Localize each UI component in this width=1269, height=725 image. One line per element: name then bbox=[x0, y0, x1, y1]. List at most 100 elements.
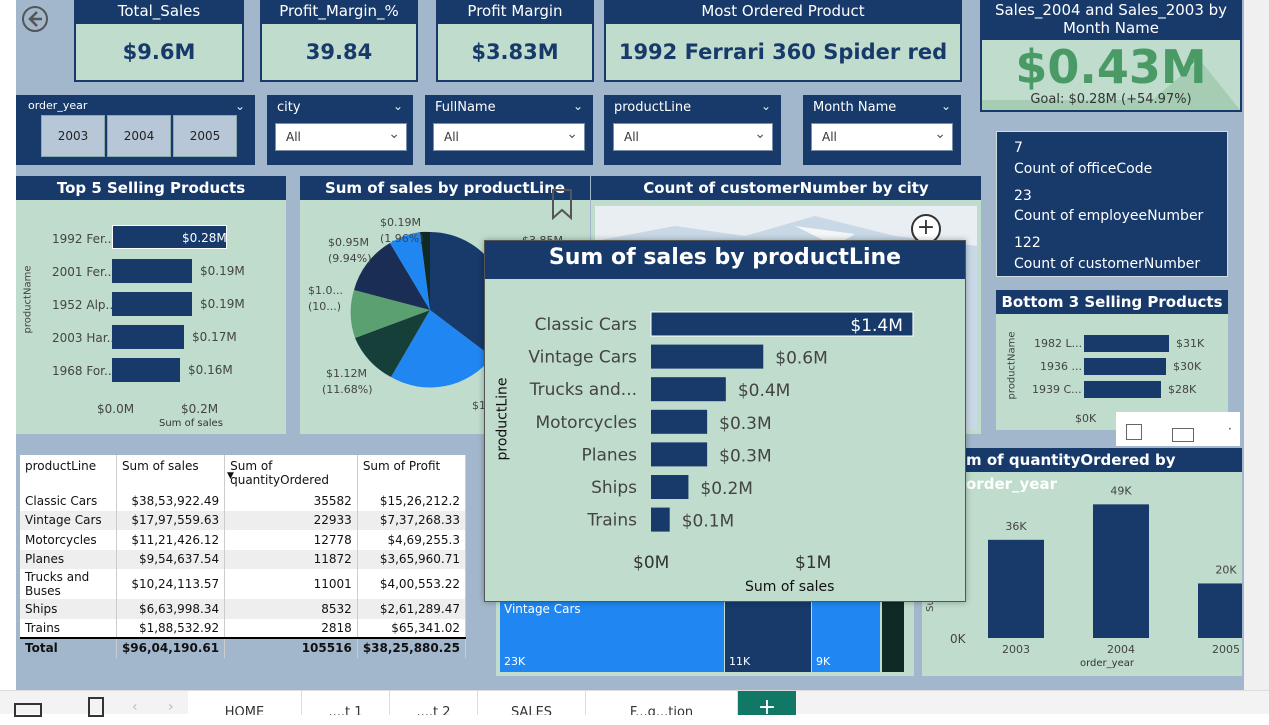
tab-segmentation[interactable]: F...g...tion bbox=[586, 691, 738, 715]
qty-title: m of quantityOrdered by order_year bbox=[922, 448, 1242, 493]
table-row[interactable]: Classic Cars $38,53,922.49 35582 $15,26,212… bbox=[20, 491, 467, 511]
col-header-profit[interactable]: Sum of Profit bbox=[357, 455, 467, 491]
sort-desc-icon[interactable]: ▼ bbox=[227, 471, 234, 481]
bookmark-icon[interactable] bbox=[551, 188, 573, 224]
top5-bar-4[interactable] bbox=[112, 358, 180, 382]
popup-bar[interactable] bbox=[651, 507, 670, 532]
col-header-sales[interactable]: Sum of sales bbox=[116, 455, 226, 491]
qty-bar[interactable] bbox=[1198, 583, 1242, 638]
chevron-down-icon[interactable]: ⌄ bbox=[572, 99, 583, 113]
top5-tick-0: $0.0M bbox=[97, 402, 135, 416]
table-row[interactable]: Trucks and Buses $10,24,113.57 11001 $4,00,… bbox=[20, 569, 467, 599]
kpi-most-ordered-product: Most Ordered Product 1992 Ferrari 360 Sp… bbox=[604, 0, 962, 82]
top5-bar-3[interactable] bbox=[112, 325, 184, 349]
col-header-quantity[interactable]: Sum of quantityOrdered bbox=[224, 455, 358, 491]
tab-page-1[interactable]: ....t 1 bbox=[302, 691, 390, 715]
back-button[interactable] bbox=[20, 4, 50, 34]
top5-bar-2[interactable] bbox=[112, 292, 192, 316]
popup-title: Sum of sales by productLine bbox=[485, 241, 965, 279]
year-button-2003[interactable]: 2003 bbox=[41, 115, 105, 157]
fullname-dropdown[interactable]: All ⌄ bbox=[433, 123, 585, 151]
popup-bar[interactable] bbox=[651, 442, 708, 467]
map-title: Count of customerNumber by city bbox=[591, 176, 981, 200]
table-cell: Ships bbox=[20, 599, 117, 619]
plus-icon: + bbox=[757, 695, 777, 720]
dropdown-value: All bbox=[286, 130, 301, 144]
popup-bar[interactable] bbox=[651, 344, 764, 369]
qty-bar[interactable] bbox=[1093, 504, 1149, 638]
top5-bar-1[interactable] bbox=[112, 259, 192, 283]
table-cell: 8532 bbox=[224, 599, 358, 619]
treemap-tile-planes[interactable]: 9K bbox=[812, 598, 880, 672]
filter-icon[interactable] bbox=[1126, 424, 1142, 440]
month-dropdown[interactable]: All ⌄ bbox=[811, 123, 953, 151]
focus-mode-icon[interactable] bbox=[1172, 428, 1194, 442]
year-button-2005[interactable]: 2005 bbox=[173, 115, 237, 157]
qty-panel: m of quantityOrdered by order_year Su 0K… bbox=[922, 448, 1242, 676]
table-cell: 11001 bbox=[224, 569, 358, 599]
kpi-title: Total_Sales bbox=[117, 2, 201, 20]
top5-name-2: 1952 Alp... bbox=[52, 298, 117, 312]
tab-page-2[interactable]: ....t 2 bbox=[390, 691, 478, 715]
slicer-title: Month Name bbox=[813, 100, 897, 115]
year-button-2004[interactable]: 2004 bbox=[107, 115, 171, 157]
pie-slice-trucks bbox=[355, 310, 430, 377]
pie-label-planes-value: $0.95M bbox=[328, 236, 369, 249]
treemap-tile-other[interactable] bbox=[882, 598, 904, 672]
popup-chart[interactable]: Classic Cars $1.4M Vintage Cars $0.6M Trucks… bbox=[485, 279, 967, 601]
table-cell: $7,37,268.33 bbox=[357, 510, 467, 530]
popup-category-label: Ships bbox=[591, 478, 637, 498]
popup-bar[interactable] bbox=[650, 311, 914, 337]
popup-xlabel: Sum of sales bbox=[745, 579, 835, 595]
popup-bar[interactable] bbox=[651, 409, 708, 434]
tab-home[interactable]: HOME bbox=[188, 691, 302, 715]
next-page-icon[interactable]: › bbox=[168, 699, 174, 715]
bottom3-bar-0[interactable] bbox=[1084, 335, 1169, 352]
table-row[interactable]: Motorcycles $11,21,426.12 12778 $4,69,255.3 bbox=[20, 530, 467, 550]
slicer-title: productLine bbox=[614, 100, 692, 115]
chevron-down-icon[interactable]: ⌄ bbox=[760, 99, 771, 113]
pie-label-motorcycles-pct: (10...) bbox=[308, 300, 342, 313]
zoom-in-icon[interactable]: + bbox=[911, 214, 941, 244]
qty-bar[interactable] bbox=[988, 539, 1044, 638]
qty-chart[interactable]: 36K 2003 49K 2004 20K 2005 bbox=[922, 448, 1242, 676]
mobile-layout-icon[interactable] bbox=[88, 697, 104, 717]
table-cell: 12778 bbox=[224, 530, 358, 550]
tab-sales[interactable]: SALES bbox=[478, 691, 586, 715]
table-row[interactable]: Ships $6,63,998.34 8532 $2,61,289.47 bbox=[20, 599, 467, 619]
treemap-tile-vintage[interactable]: Vintage Cars 23K bbox=[500, 598, 724, 672]
bottom3-bar-2[interactable] bbox=[1084, 381, 1161, 398]
table-row[interactable]: Trains $1,88,532.92 2818 $65,341.02 bbox=[20, 618, 467, 638]
page-view-icon[interactable] bbox=[14, 703, 42, 717]
popup-bar[interactable] bbox=[651, 475, 689, 499]
right-scroll-gutter[interactable] bbox=[1244, 0, 1269, 690]
city-dropdown[interactable]: All ⌄ bbox=[275, 123, 407, 151]
popup-bar[interactable] bbox=[651, 377, 726, 402]
chevron-down-icon: ⌄ bbox=[388, 126, 400, 142]
top5-tick-1: $0.2M bbox=[181, 402, 219, 416]
chevron-down-icon[interactable]: ⌄ bbox=[392, 99, 403, 113]
pie-title: Sum of sales by productLine bbox=[300, 176, 590, 200]
chevron-down-icon[interactable]: ⌄ bbox=[234, 99, 245, 113]
table-row[interactable]: Planes $9,54,637.54 11872 $3,65,960.71 bbox=[20, 549, 467, 569]
more-options-icon[interactable]: · bbox=[1228, 422, 1232, 436]
bottom3-bar-1[interactable] bbox=[1084, 358, 1166, 375]
gauge-body: $0.43M ✓ Goal: $0.28M (+54.97%) bbox=[982, 40, 1240, 110]
productline-dropdown[interactable]: All ⌄ bbox=[613, 123, 773, 151]
table-cell: Planes bbox=[20, 549, 117, 569]
pie-label-ships-pct: (1.96%) bbox=[380, 232, 424, 245]
popup-tick-0: $0M bbox=[633, 553, 670, 573]
top5-bar-0[interactable] bbox=[112, 225, 227, 249]
kpi-total-sales: Total_Sales $9.6M bbox=[74, 0, 244, 82]
bottom3-name-0: 1982 L... bbox=[1034, 337, 1083, 350]
table-row[interactable]: Vintage Cars $17,97,559.63 22933 $7,37,268.… bbox=[20, 510, 467, 530]
prev-page-icon[interactable]: ‹ bbox=[132, 699, 138, 715]
kpi-profit-margin: Profit Margin $3.83M bbox=[436, 0, 594, 82]
bottom3-panel: Bottom 3 Selling Products productName 19… bbox=[996, 290, 1228, 430]
add-page-button[interactable]: + bbox=[738, 691, 796, 720]
table-cell: $6,63,998.34 bbox=[116, 599, 226, 619]
gauge-sparkline bbox=[982, 60, 1240, 110]
chevron-down-icon[interactable]: ⌄ bbox=[940, 99, 951, 113]
col-header-productline[interactable]: productLine bbox=[20, 455, 117, 491]
treemap-tile-motorcycles[interactable]: 11K bbox=[725, 598, 811, 672]
